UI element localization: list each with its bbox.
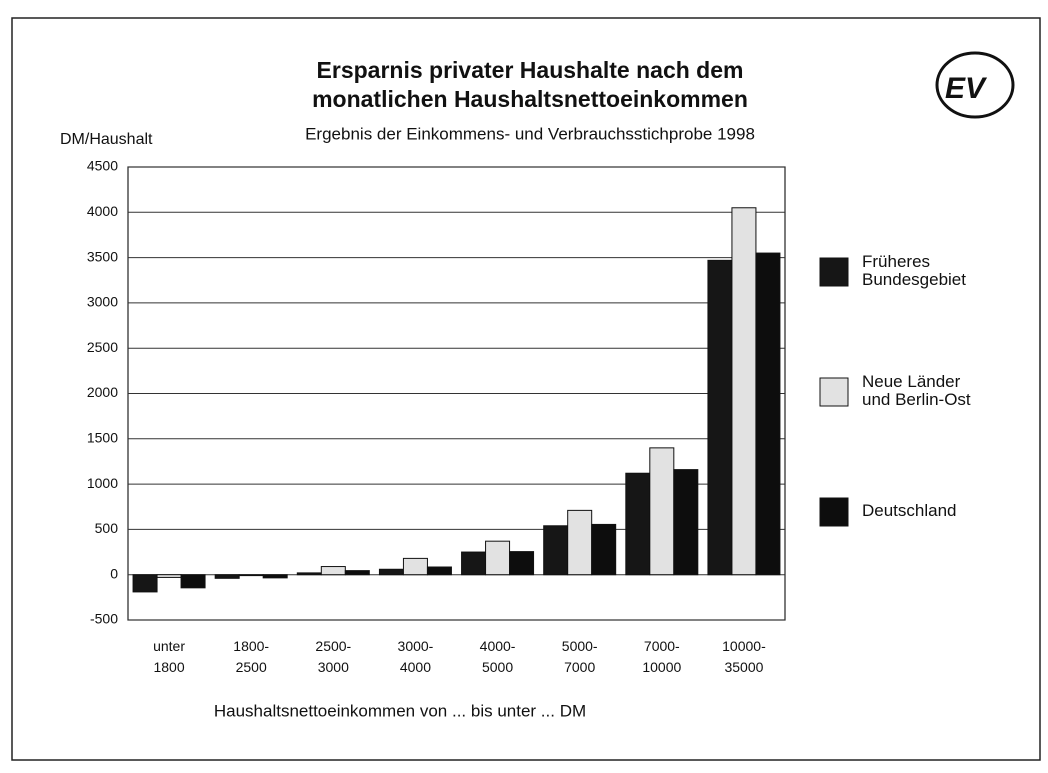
logo-text: EV	[945, 72, 988, 105]
bar	[625, 472, 651, 576]
legend-swatch	[819, 257, 849, 287]
bar	[567, 509, 593, 576]
frame	[11, 17, 1041, 761]
legend-swatch	[819, 497, 849, 527]
bar	[180, 574, 206, 589]
chart-title: Ersparnis privater Haushalte nach dem mon…	[312, 57, 748, 112]
legend-swatch	[819, 377, 849, 407]
x-tick-label: 10000-35000	[722, 638, 766, 675]
y-tick-label: 3000	[87, 294, 118, 310]
legend-label: Früheres Bundesgebiet	[862, 252, 966, 289]
bar	[378, 568, 404, 576]
y-tick-label: 0	[110, 565, 118, 581]
y-tick-label: 1000	[87, 475, 118, 491]
x-tick-label: 2500-3000	[315, 638, 351, 675]
chart-subtitle: Ergebnis der Einkommens- und Verbrauchss…	[305, 124, 755, 143]
y-tick-label: 500	[95, 520, 119, 536]
bar	[485, 540, 511, 576]
bar	[426, 566, 452, 576]
bar	[262, 574, 288, 579]
y-tick-label: 2000	[87, 384, 118, 400]
x-tick-label: 5000-7000	[562, 638, 598, 675]
bar	[296, 572, 322, 576]
y-tick-label: 2500	[87, 339, 118, 355]
x-tick-label: unter 1800	[153, 638, 185, 675]
x-tick-label: 4000-5000	[480, 638, 516, 675]
bar	[238, 574, 264, 577]
y-tick-label: 4000	[87, 203, 118, 219]
legend-label: Neue Länder und Berlin-Ost	[862, 372, 971, 409]
logo: EV	[935, 51, 1015, 119]
bar	[591, 523, 617, 576]
logo-ring	[935, 51, 1015, 119]
x-tick-label: 7000-10000	[642, 638, 681, 675]
legend-label: Deutschland	[862, 501, 957, 520]
x-tick-label: 1800-2500	[233, 638, 269, 675]
x-tick-label: 3000-4000	[398, 638, 434, 675]
bar	[344, 570, 370, 576]
bar	[132, 574, 158, 593]
bar	[461, 551, 487, 576]
bar	[402, 557, 428, 576]
bar	[320, 566, 346, 576]
x-axis-label: Haushaltsnettoeinkommen von ... bis unte…	[214, 701, 586, 720]
y-axis-label: DM/Haushalt	[60, 131, 153, 148]
y-tick-label: 4500	[87, 158, 118, 174]
bar	[707, 259, 733, 576]
y-tick-label: 3500	[87, 248, 118, 264]
bar	[214, 574, 240, 579]
y-tick-label: 1500	[87, 430, 118, 446]
bar	[673, 469, 699, 576]
y-tick-label: -500	[90, 611, 118, 627]
bar	[731, 207, 757, 576]
bar	[509, 551, 535, 576]
bar	[755, 252, 781, 576]
bar	[156, 574, 182, 578]
bar	[543, 525, 569, 576]
bar	[649, 447, 675, 576]
